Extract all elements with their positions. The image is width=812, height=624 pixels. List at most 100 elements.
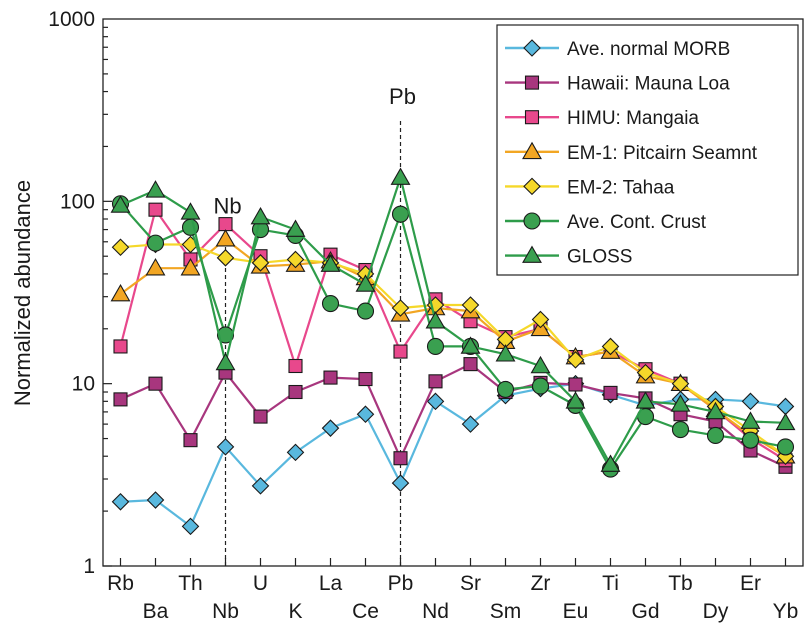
data-point [391, 299, 410, 317]
data-point [320, 254, 341, 272]
data-point [183, 433, 198, 448]
data-point [253, 409, 268, 424]
x-tick-label: Pb [388, 572, 414, 595]
data-point [323, 370, 338, 385]
data-point [495, 344, 516, 362]
x-tick-label: K [288, 600, 302, 623]
x-tick-label: La [319, 572, 343, 595]
data-point [600, 454, 621, 472]
x-tick-label: Dy [703, 600, 729, 623]
data-point [741, 392, 760, 411]
legend: Ave. normal MORB Hawaii: Mauna Loa HIMU: M… [496, 24, 799, 276]
data-point [601, 337, 620, 356]
data-point [288, 384, 303, 400]
data-point [111, 238, 130, 257]
axes-group: 1 10 100 1000 Rb Ba Th Nb UK La Ce Pb Nd Sr Sm Zr Eu Ti Gd… [10, 8, 804, 623]
legend-label: HIMU: Mangaia [567, 108, 699, 129]
data-point [741, 431, 760, 449]
x-tick-label: Zr [531, 572, 551, 595]
data-point [530, 355, 551, 374]
data-point [461, 415, 480, 433]
legend-marker [523, 212, 541, 230]
data-point [391, 205, 410, 223]
data-point [531, 310, 550, 329]
data-point [218, 217, 233, 232]
data-point [566, 351, 585, 369]
x-tick-label: Nd [422, 600, 449, 623]
data-point [145, 258, 166, 276]
data-point [286, 250, 305, 269]
legend-box [496, 24, 799, 276]
annotations-group: Nb Pb [213, 84, 416, 566]
data-point [636, 363, 655, 382]
data-point [148, 376, 163, 391]
data-point [426, 337, 445, 355]
data-point [776, 438, 795, 456]
legend-marker [524, 75, 540, 90]
x-tick-label: Rb [107, 572, 134, 595]
data-point [460, 336, 481, 354]
annotation-label: Nb [213, 194, 241, 219]
x-tick-label: Yb [773, 600, 799, 623]
data-point [390, 167, 411, 185]
data-point [740, 411, 761, 429]
x-tick-label: Nb [212, 600, 239, 623]
data-point [321, 295, 340, 313]
y-tick-label: 10 [72, 373, 95, 396]
data-point [251, 254, 270, 272]
data-point [110, 283, 131, 302]
data-point [216, 249, 235, 267]
data-point [671, 421, 690, 439]
data-point [355, 274, 376, 292]
data-point [146, 491, 165, 509]
data-point [425, 311, 446, 329]
x-tick-label: U [253, 572, 268, 595]
y-tick-label: 1 [83, 555, 95, 578]
x-tick-label: Th [178, 572, 203, 595]
x-tick-label: Er [740, 572, 761, 595]
data-point [496, 380, 515, 398]
data-point [285, 219, 306, 237]
legend-label: GLOSS [567, 247, 632, 268]
legend-marker [522, 245, 542, 263]
legend-item: Hawaii: Mauna Loa [505, 74, 730, 95]
legend-label: EM-1: Pitcairn Seamnt [567, 143, 758, 164]
data-point [148, 202, 163, 217]
data-point [705, 401, 726, 420]
x-tick-label: Sm [490, 600, 522, 623]
legend-label: Hawaii: Mauna Loa [567, 74, 730, 95]
legend-item: Ave. Cont. Crust [505, 212, 707, 233]
x-tick-label: Ce [352, 600, 379, 623]
data-point [565, 391, 586, 409]
series-1 [113, 357, 793, 474]
data-point [776, 397, 795, 416]
data-point [463, 357, 478, 372]
data-point [531, 377, 550, 395]
data-point [358, 372, 373, 387]
legend-marker [522, 141, 542, 160]
series-0 [111, 374, 795, 536]
x-tick-label: Tb [668, 572, 693, 595]
data-point [180, 202, 201, 220]
data-point [180, 258, 201, 276]
data-point [635, 391, 656, 409]
data-point [286, 443, 305, 462]
data-point [251, 477, 270, 495]
legend-item: Ave. normal MORB [505, 39, 730, 60]
x-tick-label: Gd [631, 600, 659, 623]
data-point [568, 377, 583, 392]
data-point [216, 326, 235, 344]
data-point [181, 517, 200, 536]
data-point [110, 195, 131, 213]
data-point [215, 352, 236, 371]
x-tick-label: Eu [563, 600, 589, 623]
legend-item: EM-1: Pitcairn Seamnt [505, 141, 758, 164]
data-point [393, 451, 408, 466]
data-point [706, 426, 725, 444]
legend-label: Ave. normal MORB [567, 39, 730, 60]
legend-item: HIMU: Mangaia [505, 108, 699, 129]
legend-item: EM-2: Tahaa [505, 177, 675, 198]
data-point [288, 358, 303, 374]
data-point [775, 412, 796, 431]
